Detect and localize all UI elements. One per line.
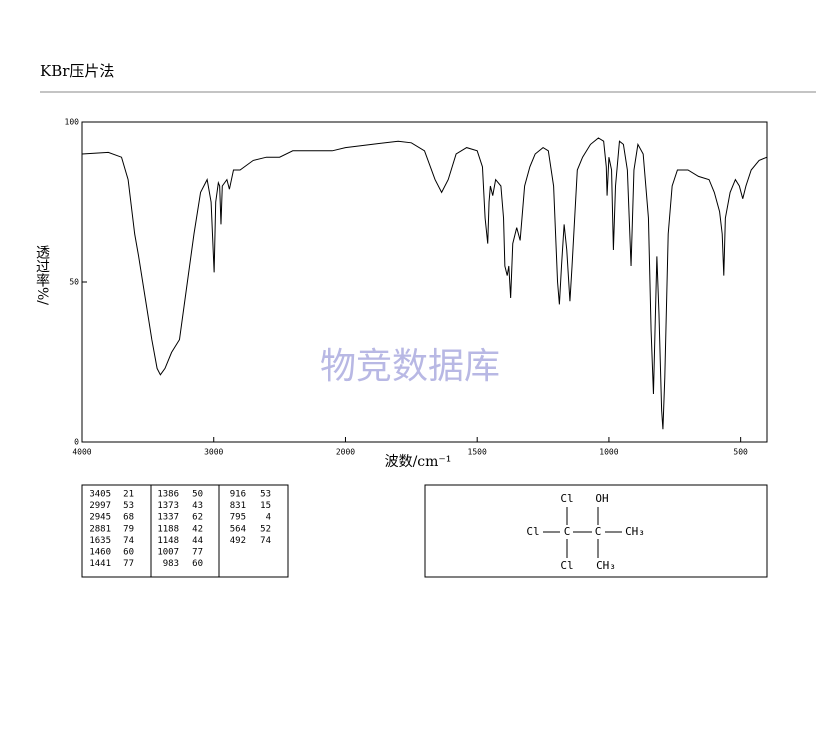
- table-cell: 74: [260, 536, 271, 546]
- table-cell: 1460: [89, 548, 111, 558]
- table-cell: 77: [123, 559, 134, 569]
- atom-label: C: [564, 525, 571, 538]
- table-cell: 79: [123, 524, 134, 534]
- peak-table: [81, 484, 289, 578]
- table-cell: 795: [230, 513, 246, 523]
- spectrum-line: [81, 137, 768, 430]
- x-axis-label: 波数/cm⁻¹: [385, 454, 452, 470]
- atom-label: Cl: [560, 559, 573, 572]
- atom-label: OH: [595, 492, 608, 505]
- table-cell: 916: [230, 490, 246, 500]
- table-cell: 1441: [89, 559, 111, 569]
- table-cell: 1188: [157, 524, 179, 534]
- x-tick-label: 4000: [72, 448, 91, 457]
- table-cell: 74: [123, 536, 134, 546]
- table-cell: 60: [192, 559, 203, 569]
- atom-label: Cl: [560, 492, 573, 505]
- atom-label: Cl: [526, 525, 539, 538]
- table-cell: 2945: [89, 513, 111, 523]
- y-tick-label: 50: [69, 278, 79, 287]
- table-cell: 1373: [157, 501, 179, 511]
- table-cell: 77: [192, 548, 203, 558]
- x-tick-label: 1000: [599, 448, 618, 457]
- table-cell: 43: [192, 501, 203, 511]
- atom-label: C: [595, 525, 602, 538]
- table-cell: 983: [163, 559, 179, 569]
- table-cell: 492: [230, 536, 246, 546]
- table-cell: 1635: [89, 536, 111, 546]
- table-cell: 1148: [157, 536, 179, 546]
- table-cell: 53: [123, 501, 134, 511]
- bonds: [543, 507, 622, 558]
- table-cell: 3405: [89, 490, 111, 500]
- table-cell: 1337: [157, 513, 179, 523]
- atom-label: CH₃: [596, 559, 616, 572]
- table-cell: 1007: [157, 548, 179, 558]
- table-cell: 53: [260, 490, 271, 500]
- table-cell: 60: [123, 548, 134, 558]
- table-cell: 4: [266, 513, 271, 523]
- table-cell: 50: [192, 490, 203, 500]
- table-cell: 2997: [89, 501, 111, 511]
- table-cell: 44: [192, 536, 203, 546]
- y-tick-label: 100: [65, 118, 80, 127]
- x-tick-label: 2000: [336, 448, 355, 457]
- table-cell: 62: [192, 513, 203, 523]
- table-cell: 564: [230, 524, 246, 534]
- table-cell: 42: [192, 524, 203, 534]
- y-axis-label: 透过率%/: [34, 245, 50, 305]
- table-cell: 21: [123, 490, 134, 500]
- table-cell: 15: [260, 501, 271, 511]
- table-cell: 831: [230, 501, 246, 511]
- x-tick-label: 3000: [204, 448, 223, 457]
- atom-label: CH₃: [625, 525, 645, 538]
- table-cell: 1386: [157, 490, 179, 500]
- page-title: KBr压片法: [40, 62, 114, 80]
- table-cell: 2881: [89, 524, 111, 534]
- table-cell: 68: [123, 513, 134, 523]
- table-cell: 52: [260, 524, 271, 534]
- structure-box: [424, 484, 768, 578]
- x-tick-label: 1500: [468, 448, 487, 457]
- watermark: 物竞数据库: [320, 346, 500, 387]
- x-tick-label: 500: [733, 448, 748, 457]
- y-tick-label: 0: [74, 438, 79, 447]
